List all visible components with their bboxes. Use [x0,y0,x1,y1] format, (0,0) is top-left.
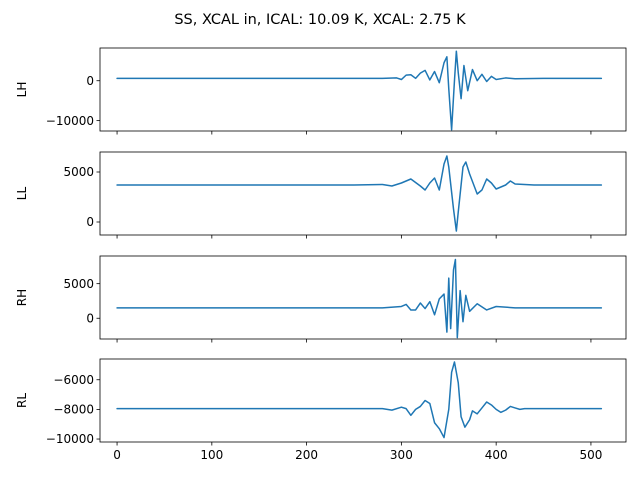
subplot-rl: −10000 −8000 −6000 0 100 200 300 400 500 RL [15,358,627,462]
y-tick-label: −6000 [53,373,94,387]
x-tick-label: 400 [485,448,508,462]
y-axis-label: LL [15,187,29,201]
y-tick-label: 0 [86,74,94,88]
subplot-ll: 0 5000 LL [15,151,627,239]
axes-frame [99,151,627,236]
series-line-rh [116,258,603,339]
x-tick-label: 0 [113,448,121,462]
subplot-lh: −10000 0 LH [15,47,627,135]
subplot-rh: 0 5000 RH [15,255,627,343]
y-axis-label: RL [15,393,29,408]
axes-frame [99,358,627,443]
axes-frame [99,47,627,132]
y-tick-label: 5000 [63,277,94,291]
series-line-ll [116,155,603,232]
x-tick-label: 100 [200,448,223,462]
series-line-lh [116,50,603,131]
y-tick-label: −10000 [46,432,94,446]
y-tick-label: 0 [86,215,94,229]
y-tick-label: −8000 [53,403,94,417]
y-axis-label: LH [15,82,29,98]
figure-title: SS, XCAL in, ICAL: 10.09 K, XCAL: 2.75 K [174,12,466,28]
y-axis-label: RH [15,289,29,306]
series-line-rl [116,361,603,439]
y-tick-label: 5000 [63,165,94,179]
x-tick-label: 500 [579,448,602,462]
x-tick-label: 200 [295,448,318,462]
y-tick-label: 0 [86,311,94,325]
subplot-stack: −100000LH05000LL05000RH−10000−8000−60000… [15,47,627,462]
axes-frame [99,255,627,340]
y-tick-label: −10000 [46,114,94,128]
x-tick-label: 300 [390,448,413,462]
